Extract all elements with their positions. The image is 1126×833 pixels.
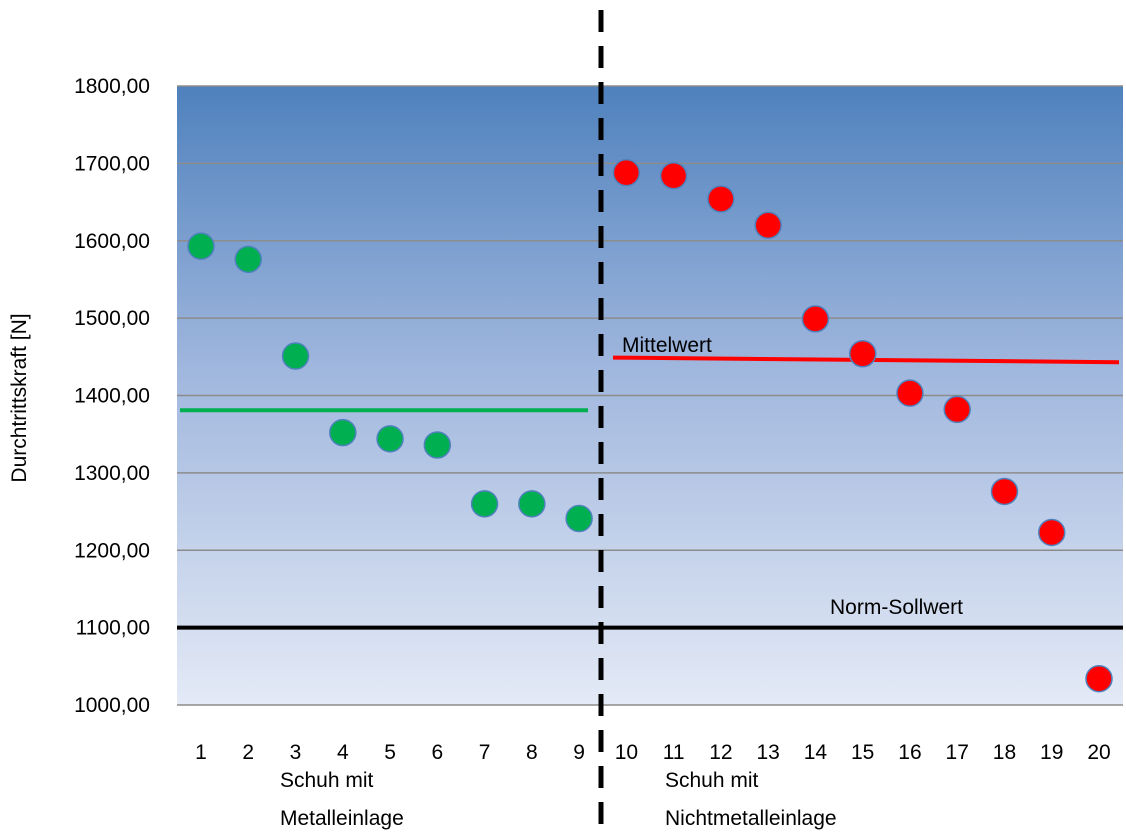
x-axis-ticks: 1 2 3 4 5 6 7 8 9 10 11 12 13 14 15 16 17 18 19 20 — [195, 741, 1111, 764]
metal-point-1 — [187, 232, 215, 260]
x-tick-label: 12 — [709, 741, 732, 764]
metal-point-3 — [281, 342, 310, 370]
nonmetal-point-12 — [707, 185, 735, 213]
metal-point-6 — [423, 431, 452, 459]
group-label-metal-line1: Schuh mit — [280, 769, 374, 792]
nonmetal-point-17 — [943, 395, 971, 424]
x-tick-label: 19 — [1040, 741, 1063, 764]
nonmetal-point-10 — [612, 158, 641, 187]
y-tick-label: 1600,00 — [74, 230, 150, 253]
mean-label: Mittelwert — [622, 334, 712, 357]
y-axis-title: Durchtrittskraft [N] — [8, 313, 31, 482]
metal-point-5 — [376, 425, 404, 453]
x-tick-label: 4 — [337, 741, 349, 764]
annotations: Durchtrittskraft [N] Mittelwert Norm-Sol… — [8, 313, 963, 830]
y-tick-label: 1800,00 — [74, 75, 150, 98]
nonmetal-point-18 — [990, 477, 1019, 506]
metal-point-9 — [565, 504, 593, 533]
x-tick-label: 17 — [946, 741, 969, 764]
x-tick-label: 11 — [663, 741, 685, 764]
x-tick-label: 8 — [526, 741, 538, 764]
group-label-nonmetal-line1: Schuh mit — [665, 769, 759, 792]
y-tick-label: 1300,00 — [74, 462, 150, 485]
nonmetal-point-16 — [896, 379, 924, 407]
x-tick-label: 13 — [756, 741, 779, 764]
x-tick-label: 7 — [479, 741, 491, 764]
x-tick-label: 15 — [851, 741, 874, 764]
nonmetal-point-19 — [1037, 518, 1066, 547]
metal-point-2 — [234, 245, 263, 274]
x-tick-label: 18 — [993, 741, 1016, 764]
y-tick-label: 1200,00 — [74, 539, 150, 562]
x-tick-label: 2 — [242, 741, 254, 764]
group-label-metal-line2: Metalleinlage — [280, 807, 404, 830]
metal-point-8 — [518, 490, 546, 518]
group-label-nonmetal-line2: Nichtmetalleinlage — [665, 807, 837, 830]
y-axis-ticks: 1000,00 1100,00 1200,00 1300,00 1400,00 1500,… — [74, 75, 150, 717]
nonmetal-point-15 — [848, 339, 877, 368]
y-tick-label: 1100,00 — [76, 617, 150, 640]
x-tick-label: 10 — [615, 741, 638, 764]
x-tick-label: 1 — [195, 741, 207, 764]
x-tick-label: 3 — [290, 741, 302, 764]
nonmetal-point-14 — [801, 305, 830, 333]
x-tick-label: 20 — [1087, 741, 1110, 764]
metal-point-7 — [470, 490, 499, 518]
nonmetal-point-20 — [1085, 664, 1113, 693]
x-tick-label: 5 — [384, 741, 396, 764]
norm-label: Norm-Sollwert — [830, 596, 963, 619]
y-tick-label: 1000,00 — [74, 694, 150, 717]
y-tick-label: 1400,00 — [74, 385, 150, 408]
data-points — [187, 158, 1113, 693]
x-tick-label: 9 — [573, 741, 585, 764]
x-tick-label: 16 — [898, 741, 921, 764]
x-tick-label: 14 — [804, 741, 828, 764]
metal-point-4 — [329, 418, 357, 447]
y-tick-label: 1500,00 — [74, 307, 150, 330]
nonmetal-point-11 — [659, 162, 688, 190]
nonmetal-point-13 — [754, 211, 782, 240]
y-tick-label: 1700,00 — [74, 152, 150, 175]
x-tick-label: 6 — [431, 741, 443, 764]
